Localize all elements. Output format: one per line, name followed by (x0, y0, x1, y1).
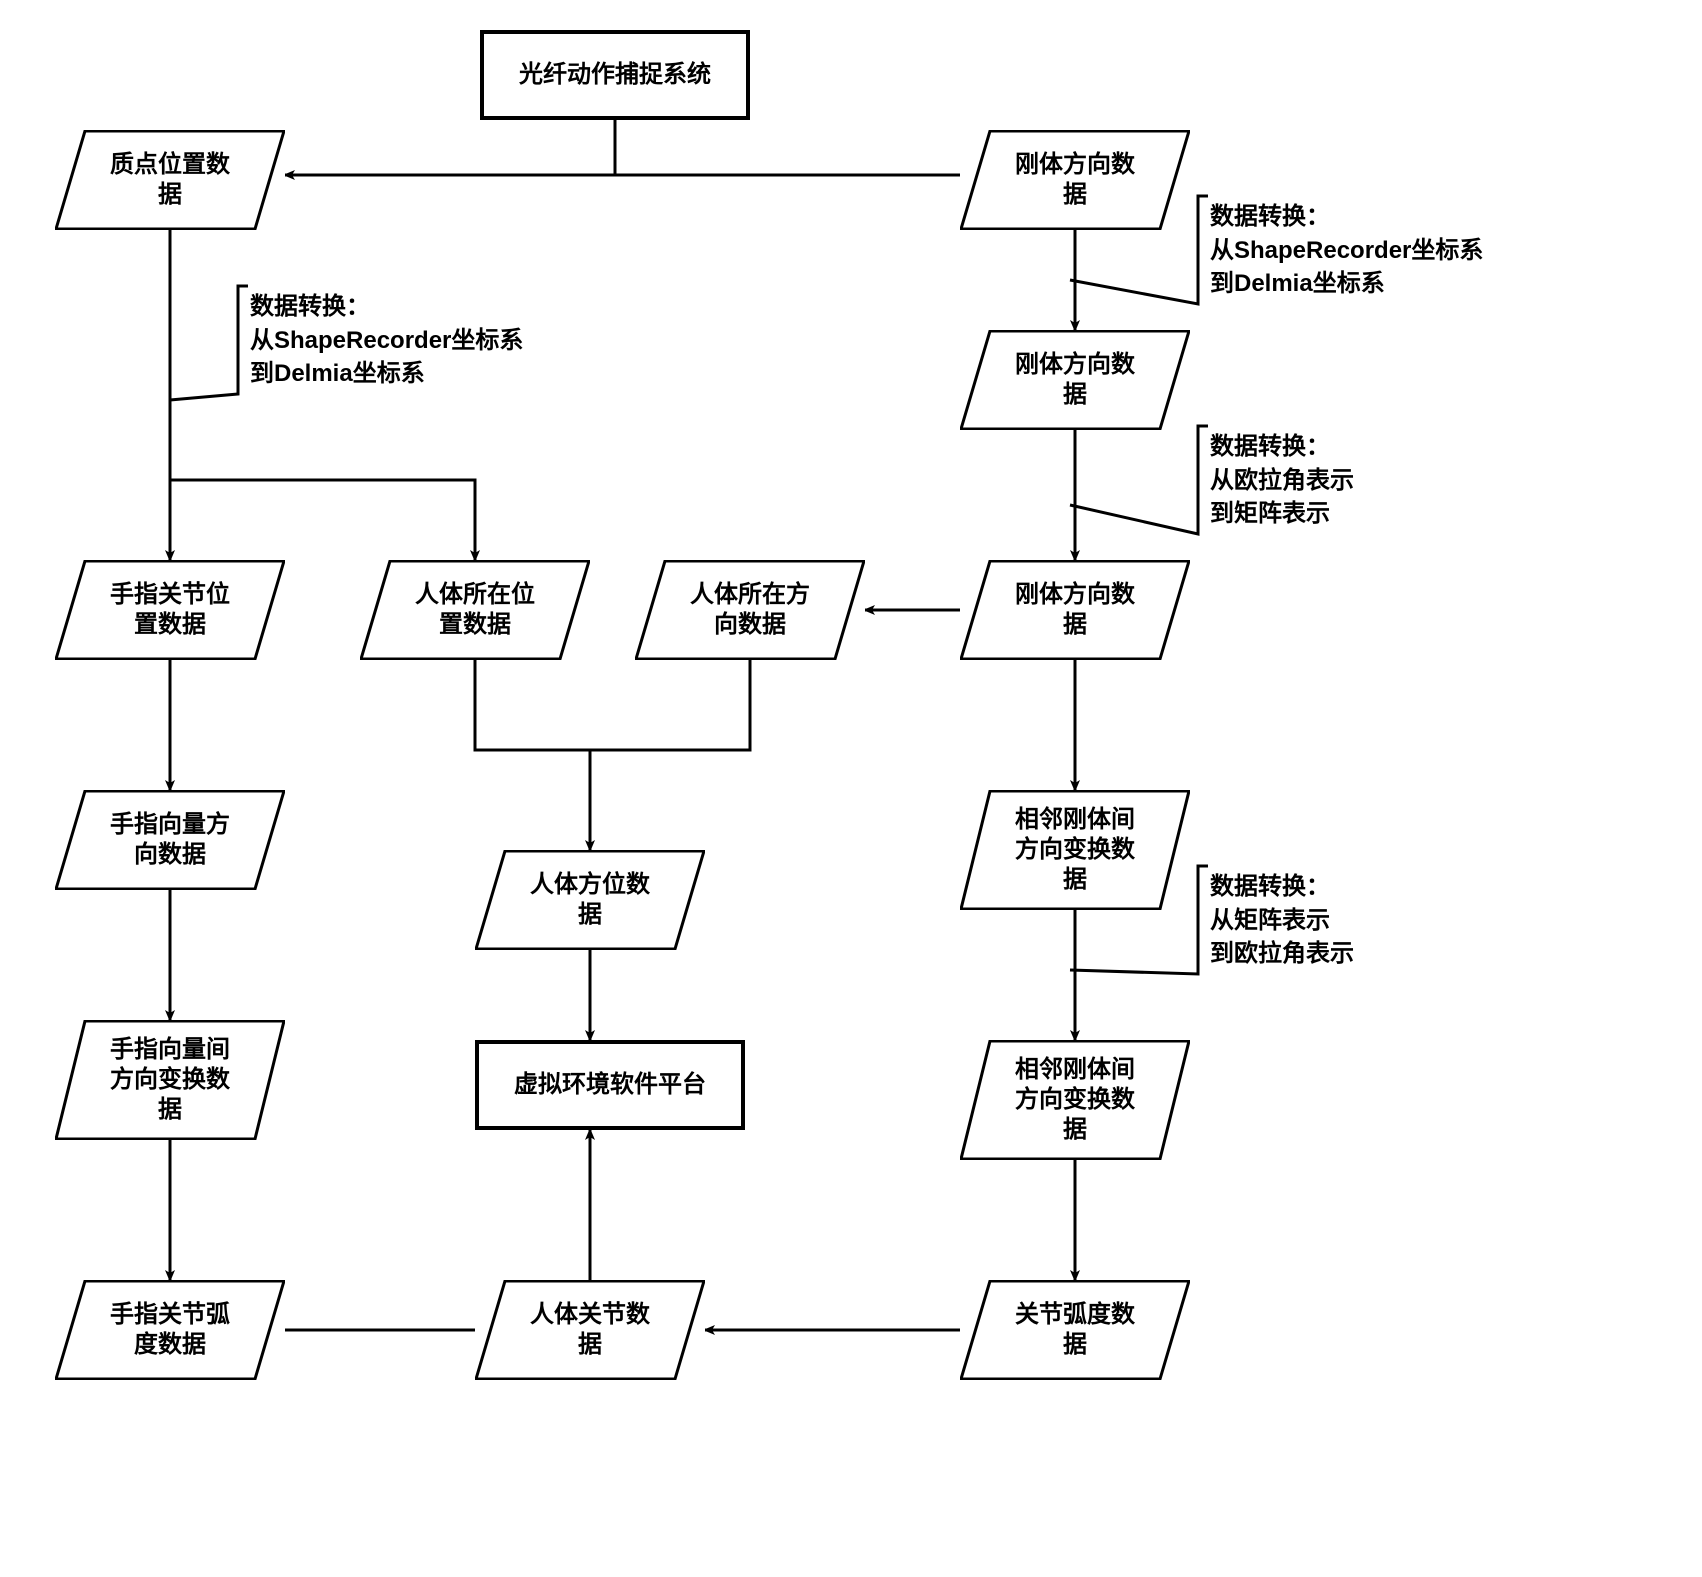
edge-start-mass_pos (285, 120, 615, 175)
node-label: 人体所在方向数据 (670, 580, 830, 640)
annotation-annot_left: 数据转换：从ShapeRecorder坐标系到Delmia坐标系 (250, 290, 523, 391)
edge-body_dir-body_orient (590, 660, 750, 850)
node-label: 相邻刚体间方向变换数据 (995, 1055, 1155, 1145)
node-label: 手指关节位置数据 (90, 580, 250, 640)
node-label: 手指向量方向数据 (90, 810, 250, 870)
node-body_orient: 人体方位数据 (475, 850, 705, 950)
node-label: 关节弧度数据 (995, 1300, 1155, 1360)
node-body_pos: 人体所在位置数据 (360, 560, 590, 660)
edge-split_left-body_pos (170, 480, 475, 560)
node-start: 光纤动作捕捉系统 (480, 30, 750, 120)
node-body_joint: 人体关节数据 (475, 1280, 705, 1380)
node-label: 质点位置数据 (90, 150, 250, 210)
node-label: 人体所在位置数据 (395, 580, 555, 640)
node-finger_pos: 手指关节位置数据 (55, 560, 285, 660)
node-label: 光纤动作捕捉系统 (499, 60, 731, 90)
node-rigid_dir_1: 刚体方向数据 (960, 130, 1190, 230)
node-rigid_dir_2: 刚体方向数据 (960, 330, 1190, 430)
annotation-annot_right_3: 数据转换：从矩阵表示到欧拉角表示 (1210, 870, 1354, 971)
annotation-annot_right_1: 数据转换：从ShapeRecorder坐标系到Delmia坐标系 (1210, 200, 1483, 301)
node-label: 相邻刚体间方向变换数据 (995, 805, 1155, 895)
node-joint_arc: 关节弧度数据 (960, 1280, 1190, 1380)
node-finger_arc: 手指关节弧度数据 (55, 1280, 285, 1380)
node-label: 手指向量间方向变换数据 (90, 1035, 250, 1125)
node-label: 虚拟环境软件平台 (494, 1070, 726, 1100)
node-mass_pos: 质点位置数据 (55, 130, 285, 230)
node-label: 人体方位数据 (510, 870, 670, 930)
node-body_dir: 人体所在方向数据 (635, 560, 865, 660)
node-finger_vec_dir: 手指向量方向数据 (55, 790, 285, 890)
node-finger_vec_trans: 手指向量间方向变换数据 (55, 1020, 285, 1140)
node-label: 刚体方向数据 (995, 350, 1155, 410)
node-label: 刚体方向数据 (995, 150, 1155, 210)
node-vr_platform: 虚拟环境软件平台 (475, 1040, 745, 1130)
annotation-annot_right_2: 数据转换：从欧拉角表示到矩阵表示 (1210, 430, 1354, 531)
edge-start-rigid_dir_1 (615, 120, 975, 175)
node-adj_rigid_trans_1: 相邻刚体间方向变换数据 (960, 790, 1190, 910)
node-label: 手指关节弧度数据 (90, 1300, 250, 1360)
edge-body_pos-body_orient (475, 660, 590, 850)
node-label: 刚体方向数据 (995, 580, 1155, 640)
node-adj_rigid_trans_2: 相邻刚体间方向变换数据 (960, 1040, 1190, 1160)
node-rigid_dir_3: 刚体方向数据 (960, 560, 1190, 660)
flowchart-canvas: 光纤动作捕捉系统质点位置数据刚体方向数据刚体方向数据手指关节位置数据人体所在位置… (0, 0, 1702, 1577)
node-label: 人体关节数据 (510, 1300, 670, 1360)
